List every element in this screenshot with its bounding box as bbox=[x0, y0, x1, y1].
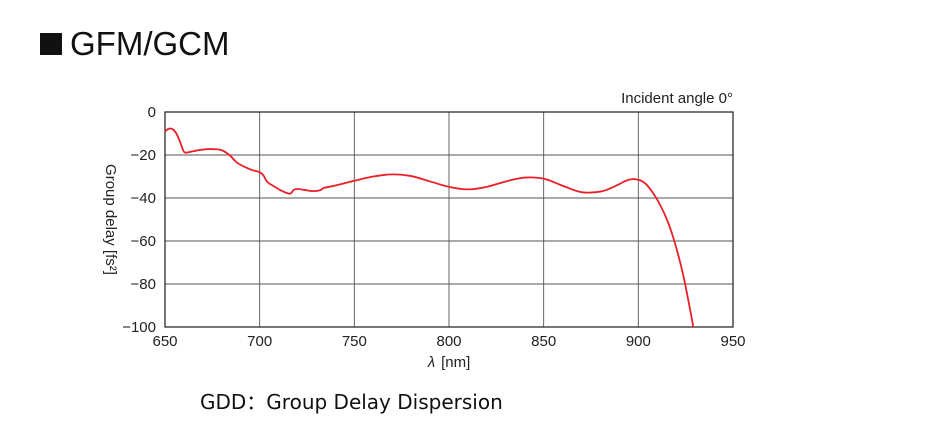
y-tick-label: −80 bbox=[131, 276, 156, 293]
x-tick-label: 800 bbox=[436, 333, 461, 350]
section-title: GFM/GCM bbox=[70, 25, 230, 62]
y-tick-label: −100 bbox=[122, 319, 156, 336]
x-axis-label-symbol: λ bbox=[427, 354, 435, 371]
y-tick-label: 0 bbox=[148, 104, 156, 121]
plot-frame bbox=[164, 111, 734, 328]
y-tick-labels: 0 −20 −40 −60 −80 −100 bbox=[122, 104, 156, 336]
y-axis-label: Group delay [fs²] bbox=[102, 164, 119, 275]
x-tick-labels: 650 700 750 800 850 900 950 bbox=[152, 333, 745, 350]
x-tick-label: 950 bbox=[720, 333, 745, 350]
x-tick-label: 700 bbox=[247, 333, 272, 350]
x-axis-label-unit: [nm] bbox=[441, 354, 470, 371]
x-tick-label: 650 bbox=[152, 333, 177, 350]
x-tick-label: 750 bbox=[342, 333, 367, 350]
x-axis-label: λ [nm] bbox=[427, 354, 471, 371]
y-tick-label: −40 bbox=[131, 190, 156, 207]
incident-angle-annotation: Incident angle 0° bbox=[621, 90, 733, 107]
x-tick-label: 900 bbox=[626, 333, 651, 350]
chart-grid bbox=[165, 112, 733, 327]
group-delay-series-line bbox=[164, 127, 695, 328]
x-tick-label: 850 bbox=[531, 333, 556, 350]
square-bullet-icon bbox=[40, 33, 62, 55]
y-tick-label: −20 bbox=[131, 147, 156, 164]
y-tick-label: −60 bbox=[131, 233, 156, 250]
section-heading: GFM/GCM bbox=[40, 24, 229, 64]
chart-caption: GDD：Group Delay Dispersion bbox=[200, 390, 503, 414]
